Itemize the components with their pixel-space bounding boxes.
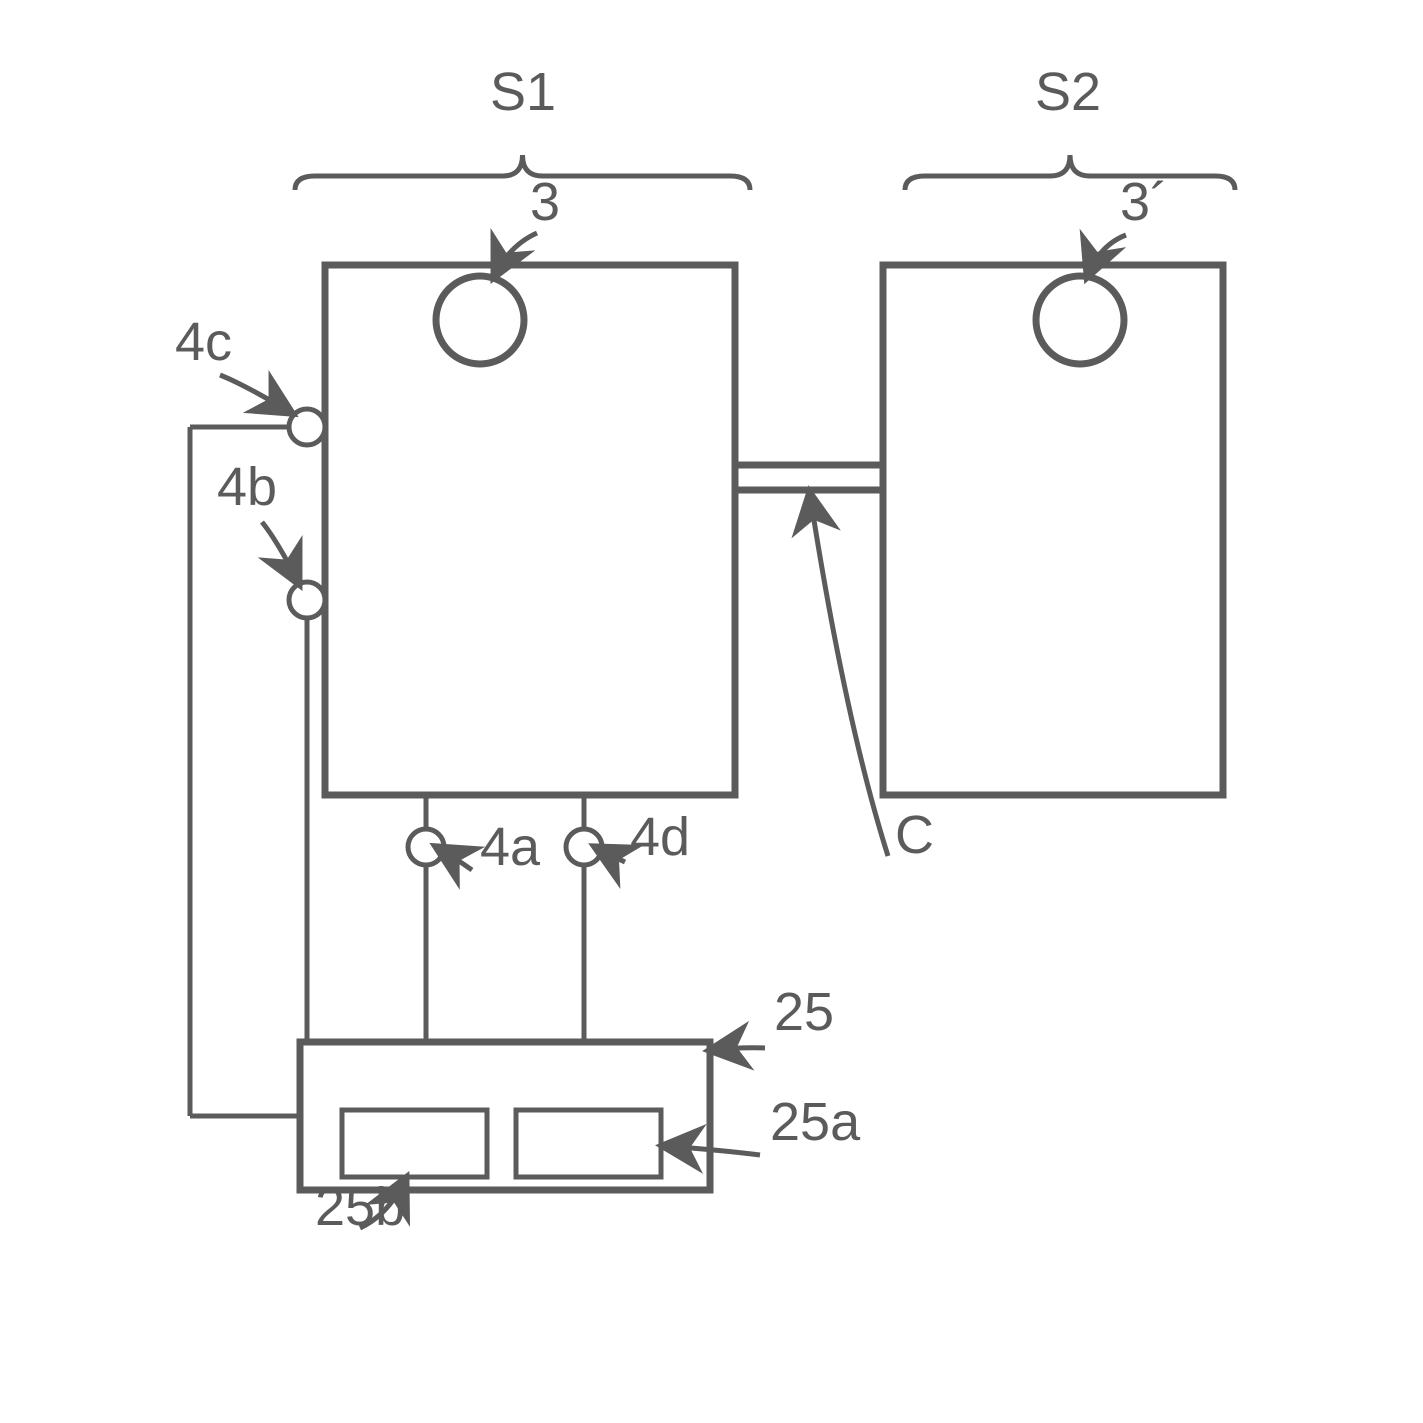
label-4d: 4d — [630, 806, 690, 868]
schematic-diagram: 3 25 S1 S2 3´ 4c 4b 4a 4d C 25a 25b — [0, 0, 1423, 1423]
label-25b: 25b — [315, 1176, 405, 1238]
label-4b: 4b — [217, 456, 277, 518]
label-3: 3 — [530, 171, 560, 233]
label-S2: S2 — [1035, 61, 1101, 123]
label-4c: 4c — [175, 311, 232, 373]
label-3prime: 3´ — [1120, 171, 1168, 233]
diagram-svg — [0, 0, 1423, 1423]
label-25: 25 — [774, 981, 834, 1043]
label-S1: S1 — [490, 61, 556, 123]
label-C: C — [895, 804, 934, 866]
label-4a: 4a — [480, 816, 540, 878]
label-25a: 25a — [770, 1091, 860, 1153]
